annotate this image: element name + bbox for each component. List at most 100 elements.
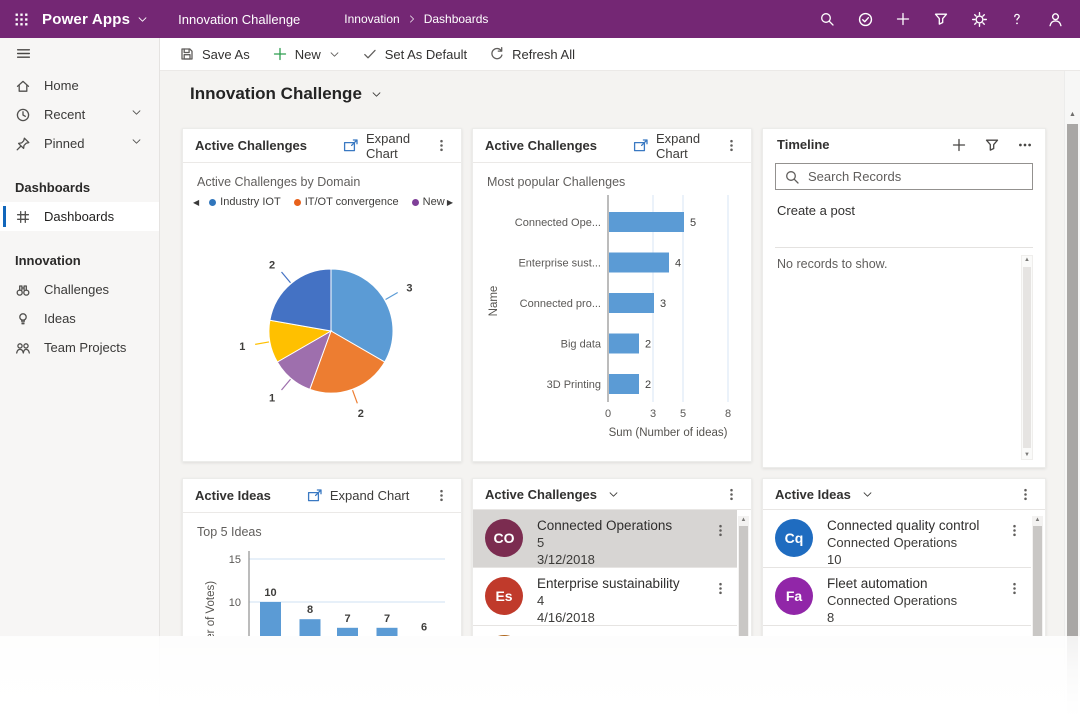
more-vertical-icon[interactable] (1007, 523, 1022, 538)
clock-icon (15, 107, 31, 123)
app-name: Power Apps (42, 10, 131, 28)
legend-dot (411, 198, 419, 206)
expand-chart-button[interactable]: Expand Chart (343, 131, 434, 161)
waffle-icon (13, 11, 30, 28)
set-as-default-button[interactable]: Set As Default (351, 38, 478, 70)
legend-scroll-left-icon[interactable]: ◀ (193, 197, 200, 207)
sidebar-item-dashboards[interactable]: Dashboards (0, 202, 159, 231)
save-as-button[interactable]: Save As (168, 38, 261, 70)
site-map-sidebar: Home Recent Pinned Dashboards Dashboards Inno… (0, 38, 160, 636)
sidebar-item-label: Dashboards (44, 209, 115, 224)
more-vertical-icon[interactable] (1018, 487, 1033, 502)
record-line2: Connected Operations (827, 535, 958, 550)
chevron-down-icon[interactable] (862, 489, 873, 500)
more-vertical-icon[interactable] (434, 138, 449, 153)
create-post-label[interactable]: Create a post (777, 203, 856, 218)
timeline-scrollbar[interactable]: ▲ ▼ (1021, 255, 1033, 460)
expand-chart-button[interactable]: Expand Chart (307, 488, 409, 504)
scroll-down-icon[interactable]: ▼ (1024, 452, 1030, 458)
chevron-down-icon[interactable] (329, 49, 340, 60)
chart-title: Active Challenges by Domain (197, 175, 361, 189)
topbar-filter-button[interactable] (922, 0, 960, 38)
breadcrumb-current[interactable]: Dashboards (423, 12, 489, 26)
svg-text:5: 5 (690, 217, 696, 229)
hamburger-icon (15, 45, 32, 62)
app-launcher-button[interactable] (0, 0, 42, 38)
chevron-down-icon[interactable] (608, 489, 619, 500)
record-line2: 5 (537, 535, 545, 550)
legend-scroll-right-icon[interactable]: ▶ (446, 197, 453, 207)
legend-dot (209, 198, 217, 206)
more-vertical-icon[interactable] (713, 523, 728, 538)
search-icon (784, 169, 800, 185)
sidebar-item-pinned[interactable]: Pinned (0, 129, 159, 158)
more-vertical-icon[interactable] (713, 581, 728, 596)
legend-item: New (411, 196, 445, 208)
list-item[interactable]: CO Connected Operations 5 3/12/2018 (473, 510, 737, 568)
topbar-checker-button[interactable] (846, 0, 884, 38)
expand-chart-icon (343, 138, 359, 154)
chevron-down-icon[interactable] (131, 136, 147, 152)
add-icon[interactable] (951, 137, 967, 153)
list-item[interactable]: Es Enterprise sustainability 4 4/16/2018 (473, 568, 737, 626)
more-vertical-icon[interactable] (434, 488, 449, 503)
settings-icon (971, 11, 988, 28)
card-title: Active Challenges (485, 486, 597, 502)
sidebar-item-recent[interactable]: Recent (0, 100, 159, 129)
svg-text:Enterprise sust...: Enterprise sust... (518, 258, 601, 270)
svg-text:Big data: Big data (561, 339, 602, 351)
breadcrumb-parent[interactable]: Innovation (344, 12, 400, 26)
chevron-down-icon[interactable] (131, 107, 147, 123)
more-vertical-icon[interactable] (1007, 581, 1022, 596)
list-scrollbar[interactable]: ▲ (738, 516, 749, 636)
svg-text:1: 1 (269, 393, 275, 405)
sidebar-item-ideas[interactable]: Ideas (0, 304, 159, 333)
svg-text:10: 10 (229, 597, 241, 609)
scroll-up-icon[interactable]: ▲ (1034, 517, 1041, 523)
record-line3: 4/16/2018 (537, 610, 595, 625)
breadcrumb: Innovation Dashboards (344, 12, 488, 26)
scrollbar-thumb[interactable] (1067, 124, 1078, 636)
record-title: Connected Operations (537, 518, 673, 533)
more-vertical-icon[interactable] (724, 487, 739, 502)
expand-chart-icon (633, 138, 649, 154)
page-scrollbar[interactable]: ▲ (1064, 71, 1080, 636)
list-scrollbar[interactable]: ▲ (1032, 516, 1043, 636)
scroll-up-icon[interactable]: ▲ (740, 517, 747, 523)
top-navigation-bar: Power Apps Innovation Challenge Innovati… (0, 0, 1080, 38)
topbar-search-button[interactable] (808, 0, 846, 38)
list-item[interactable]: Fa Fleet automation Connected Operations 8 (763, 568, 1031, 626)
record-title: Enterprise sustainability (537, 576, 680, 591)
search-records-input[interactable] (808, 169, 1024, 184)
sidebar-item-challenges[interactable]: Challenges (0, 275, 159, 304)
svg-text:7: 7 (384, 613, 390, 625)
record-line3: 3/12/2018 (537, 552, 595, 567)
refresh-all-button[interactable]: Refresh All (478, 38, 586, 70)
expand-chart-button[interactable]: Expand Chart (633, 131, 724, 161)
collapse-sidebar-button[interactable] (0, 38, 159, 68)
avatar: Fa (775, 577, 813, 615)
new-button[interactable]: New (261, 38, 351, 70)
sidebar-item-home[interactable]: Home (0, 71, 159, 100)
topbar-add-button[interactable] (884, 0, 922, 38)
topbar-help-button[interactable] (998, 0, 1036, 38)
scroll-up-icon[interactable]: ▲ (1069, 111, 1076, 118)
list-item[interactable]: Cp Connected products (473, 626, 737, 636)
topbar-settings-button[interactable] (960, 0, 998, 38)
sidebar-item-team-projects[interactable]: Team Projects (0, 333, 159, 362)
chevron-down-icon[interactable] (371, 89, 382, 100)
filter-icon[interactable] (984, 137, 1000, 153)
svg-text:Sum (Number of ideas): Sum (Number of ideas) (609, 427, 728, 439)
topbar-account-button[interactable] (1036, 0, 1074, 38)
list-item[interactable]: Cq Connected quality control Connected Ope… (763, 510, 1031, 568)
svg-text:2: 2 (269, 259, 275, 271)
record-line2: 4 (537, 593, 545, 608)
app-name-chevron-button[interactable] (137, 14, 148, 25)
more-horizontal-icon[interactable] (1017, 137, 1033, 153)
legend-item: IT/OT convergence (293, 196, 399, 208)
active-challenges-pie-card: Active Challenges Expand Chart Active Ch… (182, 128, 462, 462)
scroll-up-icon[interactable]: ▲ (1024, 257, 1030, 263)
sidebar-group: Home Recent Pinned (0, 71, 159, 158)
more-vertical-icon[interactable] (724, 138, 739, 153)
chart-legend: ◀ Industry IOT IT/OT convergence New ▶ (193, 196, 453, 208)
